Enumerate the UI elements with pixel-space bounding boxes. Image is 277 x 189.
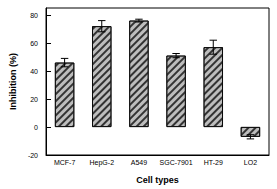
- svg-text:20: 20: [30, 96, 38, 103]
- svg-text:Cell types: Cell types: [136, 175, 179, 185]
- svg-text:LO2: LO2: [244, 159, 257, 166]
- svg-text:80: 80: [30, 12, 38, 19]
- svg-text:60: 60: [30, 40, 38, 47]
- svg-text:HepG-2: HepG-2: [90, 159, 115, 167]
- svg-text:SGC-7901: SGC-7901: [160, 159, 193, 166]
- svg-text:40: 40: [30, 68, 38, 75]
- svg-text:MCF-7: MCF-7: [54, 159, 75, 166]
- svg-text:A549: A549: [131, 159, 147, 166]
- svg-text:0: 0: [34, 124, 38, 131]
- svg-text:Inhibition (%): Inhibition (%): [8, 53, 18, 110]
- svg-text:-20: -20: [28, 152, 38, 159]
- svg-text:HT-29: HT-29: [204, 159, 223, 166]
